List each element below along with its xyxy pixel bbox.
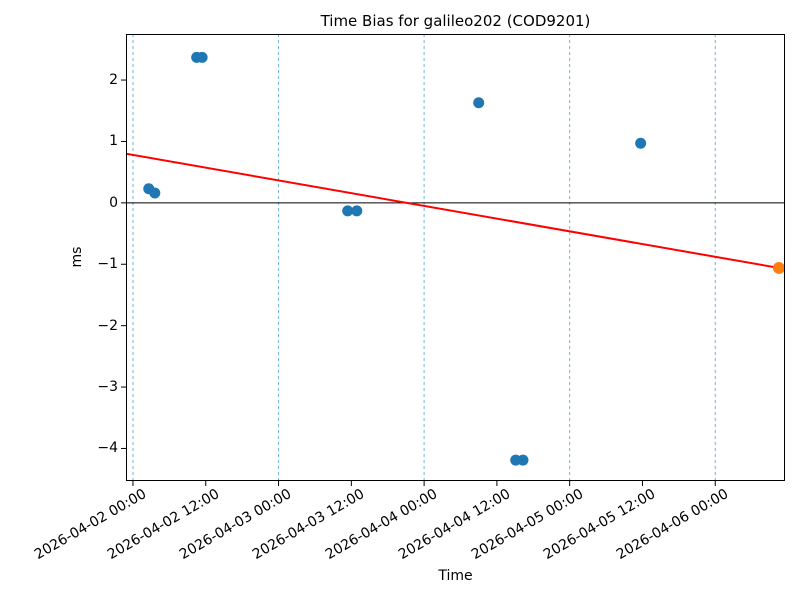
chart-title: Time Bias for galileo202 (COD9201) — [320, 12, 591, 30]
data-point — [635, 137, 647, 149]
y-tick-label: 0 — [109, 194, 118, 211]
x-axis-label: Time — [438, 568, 473, 584]
data-point — [351, 205, 363, 217]
data-point — [473, 97, 485, 109]
y-tick-label: −3 — [97, 379, 118, 396]
y-tick-label: −4 — [97, 440, 118, 457]
y-tick-label: 1 — [109, 133, 118, 150]
data-point — [196, 51, 208, 63]
y-tick-label: −2 — [97, 317, 118, 334]
data-point — [342, 205, 354, 217]
y-tick-label: 2 — [109, 72, 118, 89]
trend-line — [125, 152, 780, 269]
latest-data-point — [772, 261, 785, 274]
data-point — [517, 454, 529, 466]
y-tick-label: −1 — [97, 256, 118, 273]
data-point — [149, 187, 161, 199]
plot-border — [126, 34, 785, 481]
